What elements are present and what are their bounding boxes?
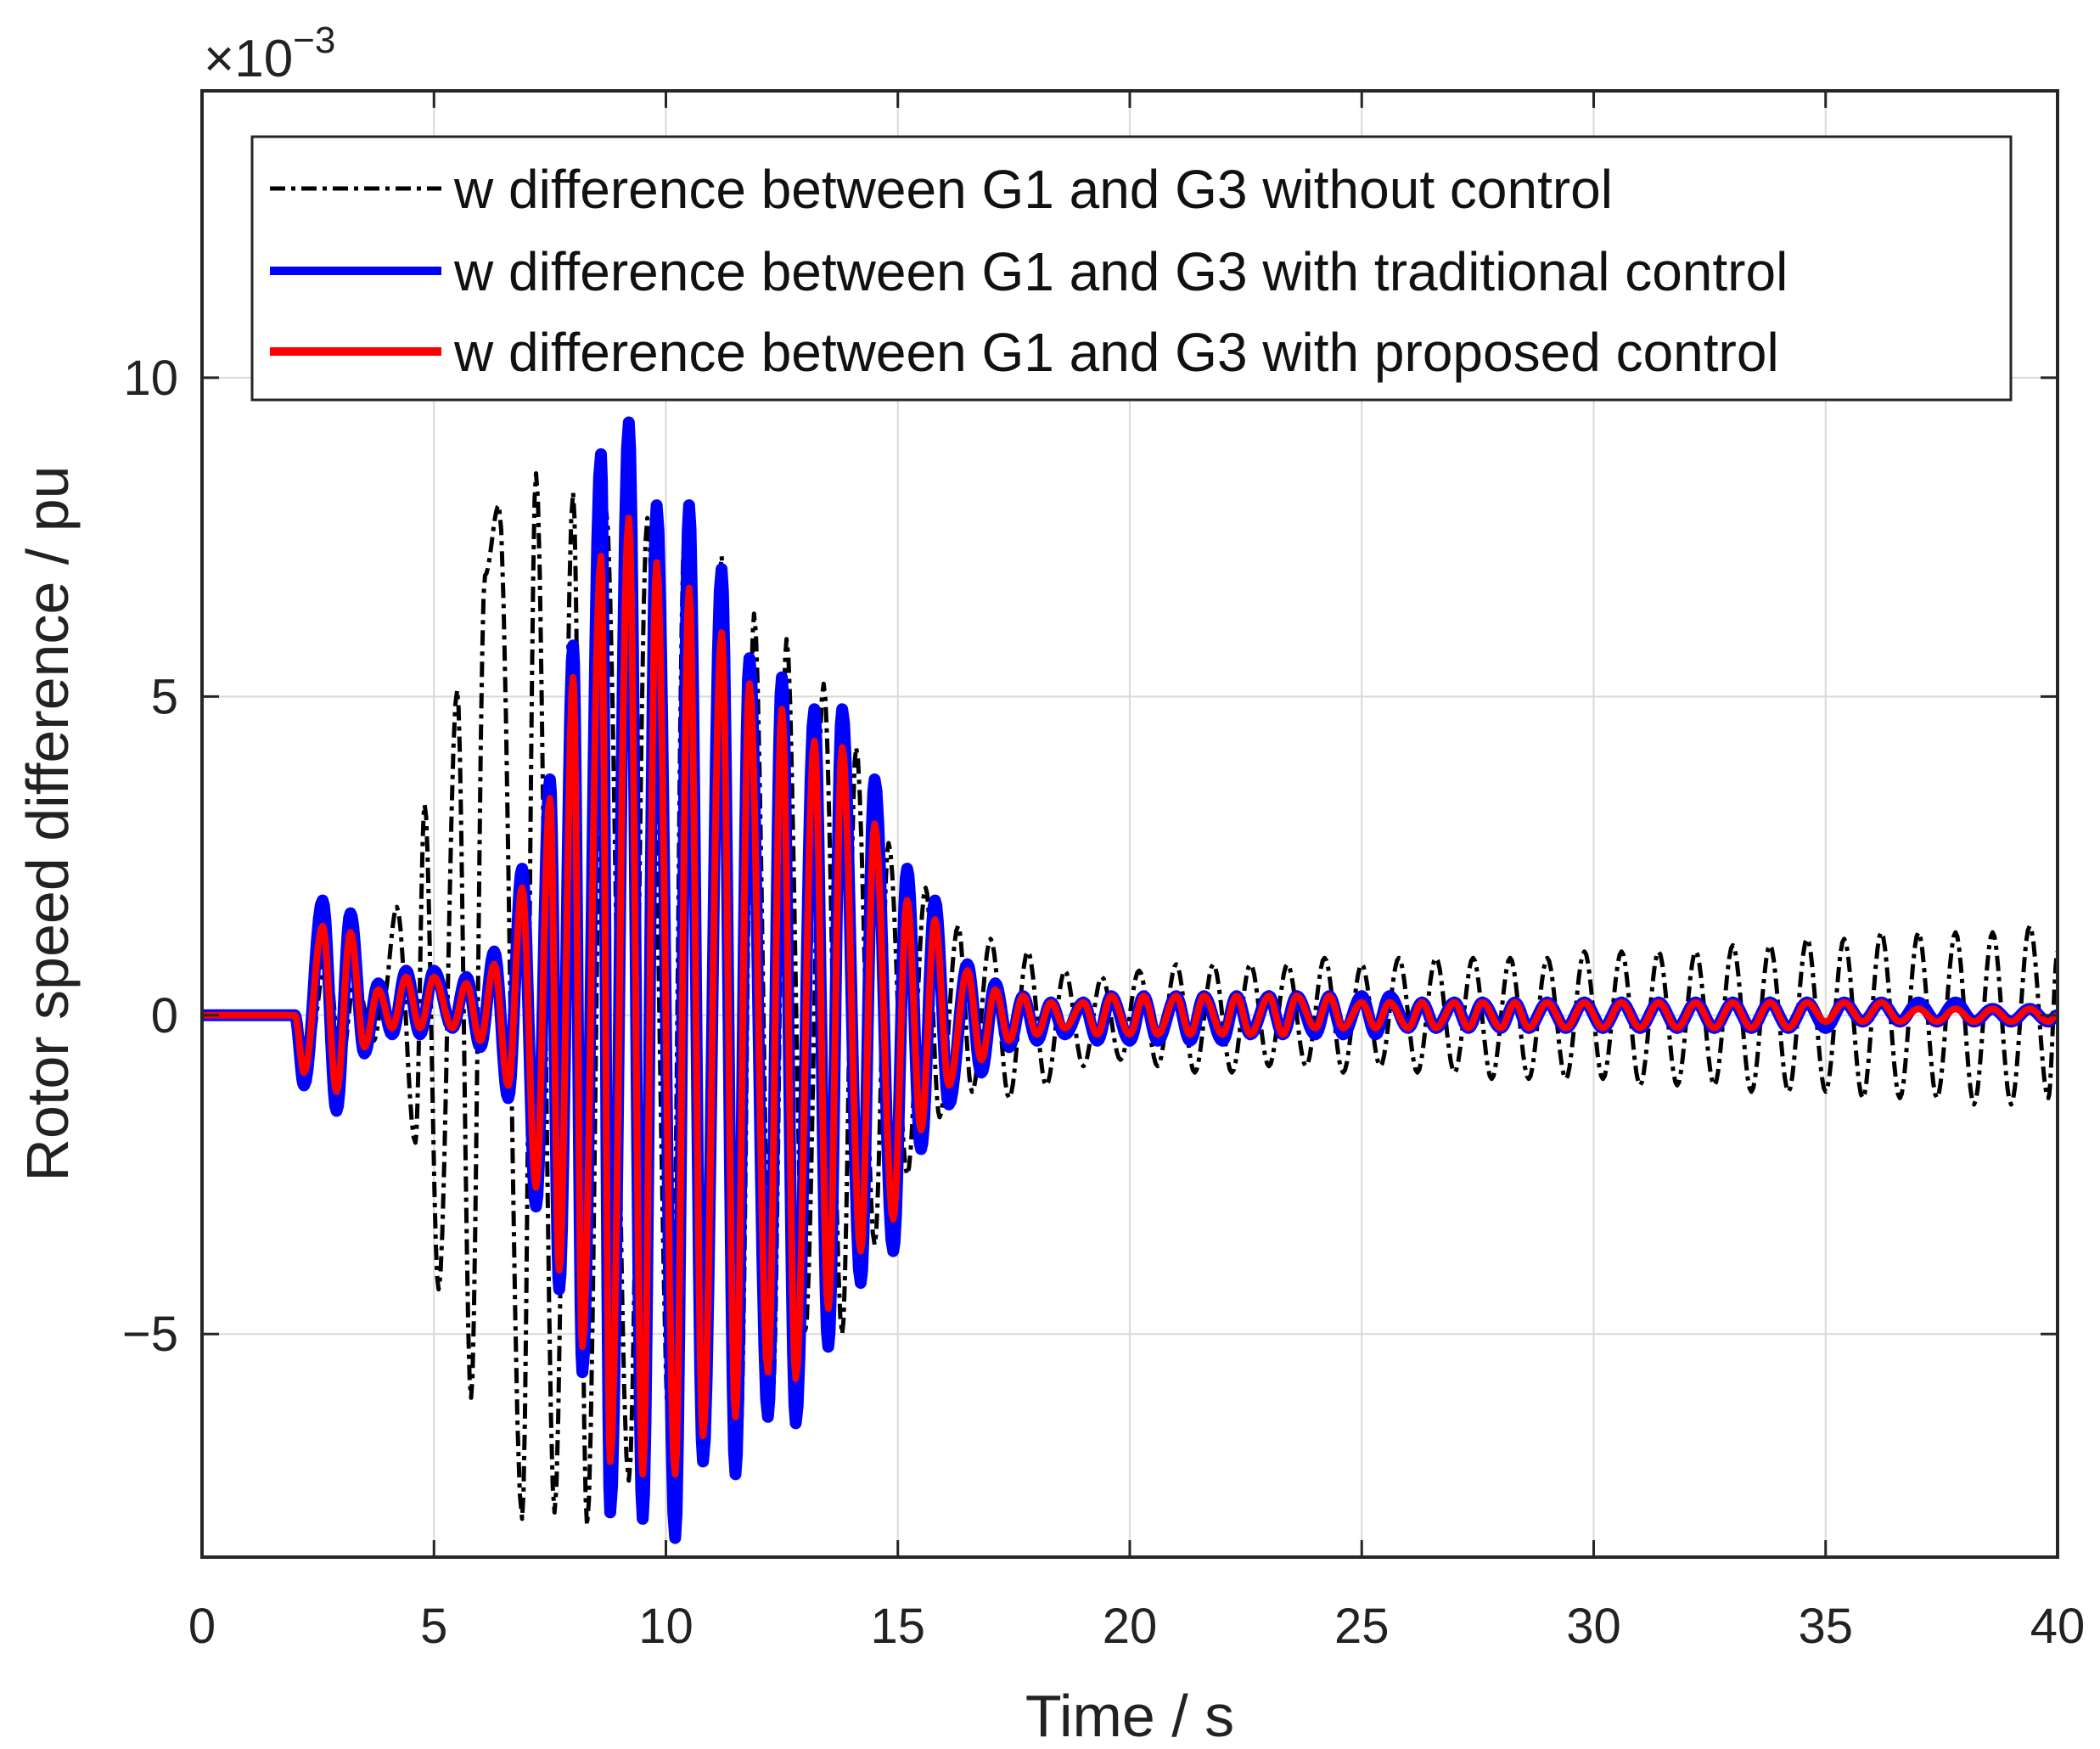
y-axis-exponent: ×10−3 bbox=[204, 20, 335, 88]
x-tick-label: 35 bbox=[1798, 1599, 1853, 1654]
x-tick-label: 10 bbox=[638, 1599, 693, 1654]
legend: w difference between G1 and G3 without c… bbox=[250, 135, 2013, 402]
y-axis-label: Rotor speed difference / pu bbox=[14, 465, 81, 1181]
x-tick-label: 40 bbox=[2030, 1599, 2086, 1654]
y-tick-label: 5 bbox=[151, 669, 178, 724]
y-axis-exponent-power: −3 bbox=[293, 20, 335, 61]
x-tick-label: 25 bbox=[1334, 1599, 1390, 1654]
y-tick-label: 0 bbox=[151, 988, 178, 1043]
y-axis-exponent-multiplier: ×10 bbox=[204, 30, 293, 88]
legend-entry-proposed-control: w difference between G1 and G3 with prop… bbox=[453, 322, 1779, 383]
x-tick-label: 15 bbox=[870, 1599, 925, 1654]
series-without-control bbox=[202, 471, 2058, 1527]
series-group bbox=[202, 416, 2058, 1544]
y-tick-label: 10 bbox=[123, 351, 178, 406]
tick-labels: 0 5 10 15 20 25 30 35 40 −5 0 5 10 bbox=[122, 351, 2085, 1654]
legend-entry-traditional-control: w difference between G1 and G3 with trad… bbox=[453, 241, 1788, 302]
legend-box bbox=[250, 135, 2013, 402]
x-axis-label: Time / s bbox=[1025, 1683, 1234, 1749]
series-proposed-control bbox=[202, 515, 2058, 1478]
y-tick-label: −5 bbox=[122, 1307, 178, 1362]
x-tick-label: 0 bbox=[188, 1599, 216, 1654]
x-tick-label: 20 bbox=[1103, 1599, 1158, 1654]
axis-ticks bbox=[200, 91, 2059, 1557]
x-tick-label: 5 bbox=[420, 1599, 447, 1654]
legend-entry-without-control: w difference between G1 and G3 without c… bbox=[453, 159, 1613, 220]
x-tick-label: 30 bbox=[1566, 1599, 1621, 1654]
